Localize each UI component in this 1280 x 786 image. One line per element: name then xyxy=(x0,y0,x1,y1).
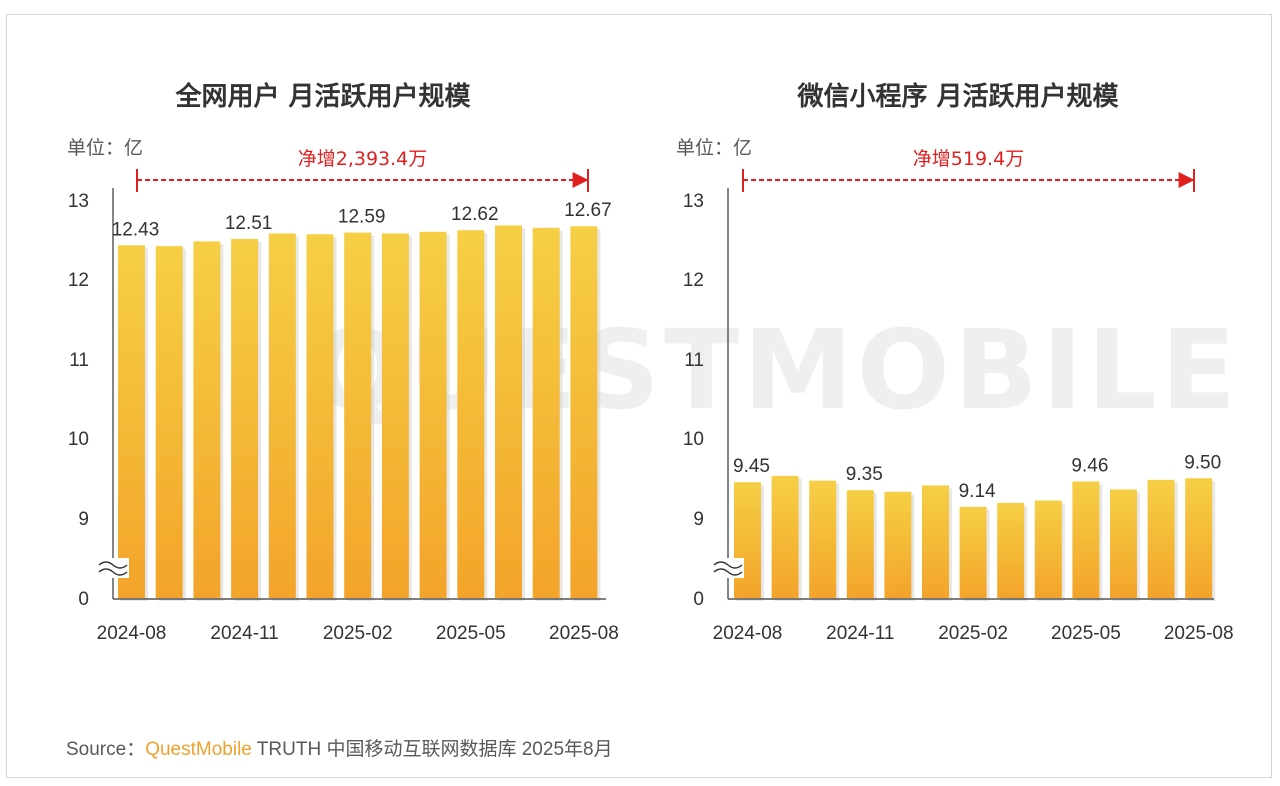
data-label: 9.35 xyxy=(846,464,883,485)
bar xyxy=(846,490,874,598)
y-tick-label: 10 xyxy=(683,429,704,450)
data-label: 12.51 xyxy=(225,213,273,234)
source-text: TRUTH 中国移动互联网数据库 2025年8月 xyxy=(251,739,613,760)
x-tick-label: 2024-11 xyxy=(210,623,278,644)
x-tick-label: 2025-02 xyxy=(938,623,1008,644)
y-tick-label: 9 xyxy=(78,509,89,530)
data-label: 9.46 xyxy=(1071,455,1108,476)
x-tick-label: 2024-11 xyxy=(826,623,894,644)
x-tick-label: 2024-08 xyxy=(713,623,783,644)
bar xyxy=(809,480,837,598)
unit-label: 单位：亿 xyxy=(676,137,752,159)
x-tick-label: 2025-02 xyxy=(323,623,393,644)
data-label: 12.67 xyxy=(564,200,612,221)
bar xyxy=(570,226,598,599)
axis-break-mask xyxy=(710,558,744,578)
x-tick-label: 2025-08 xyxy=(549,623,619,644)
source-brand: QuestMobile xyxy=(145,739,252,760)
bar xyxy=(532,227,560,598)
bar xyxy=(922,485,949,598)
axis-break-wave xyxy=(98,568,128,576)
x-tick-label: 2024-08 xyxy=(97,623,167,644)
x-tick-label: 2025-08 xyxy=(1164,623,1234,644)
y-tick-label: 13 xyxy=(683,191,704,212)
bar xyxy=(381,233,409,598)
bar xyxy=(1185,478,1213,598)
axis-break-wave xyxy=(98,561,128,569)
y-tick-label: 9 xyxy=(693,509,704,530)
chart-2: 微信小程序 月活跃用户规模单位：亿净增519.4万 0 9 10 11 12 13 9.45 9… xyxy=(676,81,1234,644)
axis-break-wave xyxy=(713,561,743,569)
bar xyxy=(734,482,761,598)
chart-title: 全网用户 月活跃用户规模 xyxy=(174,81,471,112)
y-tick-label: 11 xyxy=(684,350,704,371)
y-tick-label: 13 xyxy=(68,191,89,212)
bar xyxy=(1110,489,1137,598)
data-label: 9.45 xyxy=(733,456,770,477)
axis-break-mask xyxy=(95,558,129,578)
y-tick-label: 0 xyxy=(693,589,704,610)
axis-break-wave xyxy=(713,568,743,576)
bar xyxy=(268,233,296,598)
chart-title: 微信小程序 月活跃用户规模 xyxy=(796,81,1119,112)
bar xyxy=(306,234,334,598)
source-line: Source：QuestMobile TRUTH 中国移动互联网数据库 2025… xyxy=(66,734,613,761)
bar xyxy=(457,230,485,598)
bar xyxy=(884,491,912,598)
bar xyxy=(959,506,987,598)
bar xyxy=(771,475,799,598)
bar xyxy=(495,225,522,598)
bar xyxy=(118,245,145,598)
x-tick-label: 2025-05 xyxy=(436,623,506,644)
y-tick-label: 11 xyxy=(69,350,89,371)
annotation-label: 净增2,393.4万 xyxy=(298,148,428,170)
bar xyxy=(997,502,1025,598)
bar xyxy=(1034,500,1062,598)
y-tick-label: 10 xyxy=(68,429,89,450)
data-label: 9.14 xyxy=(959,481,996,502)
bar xyxy=(344,232,372,598)
bar xyxy=(193,241,221,598)
data-label: 12.62 xyxy=(451,204,499,225)
data-label: 9.50 xyxy=(1184,452,1221,473)
y-tick-label: 12 xyxy=(68,270,89,291)
annotation-label: 净增519.4万 xyxy=(913,148,1024,170)
bar xyxy=(1147,479,1175,598)
unit-label: 单位：亿 xyxy=(67,137,143,159)
bar xyxy=(155,246,183,599)
bar xyxy=(419,231,447,599)
bar xyxy=(1072,481,1100,598)
chart-1: 全网用户 月活跃用户规模单位：亿净增2,393.4万 0 9 10 11 12 13 12.4… xyxy=(67,81,619,644)
x-tick-label: 2025-05 xyxy=(1051,623,1121,644)
bar xyxy=(231,238,259,598)
y-tick-label: 0 xyxy=(78,589,89,610)
source-label: Source： xyxy=(66,739,146,760)
data-label: 12.43 xyxy=(112,219,160,240)
y-tick-label: 12 xyxy=(683,270,704,291)
data-label: 12.59 xyxy=(338,207,386,228)
